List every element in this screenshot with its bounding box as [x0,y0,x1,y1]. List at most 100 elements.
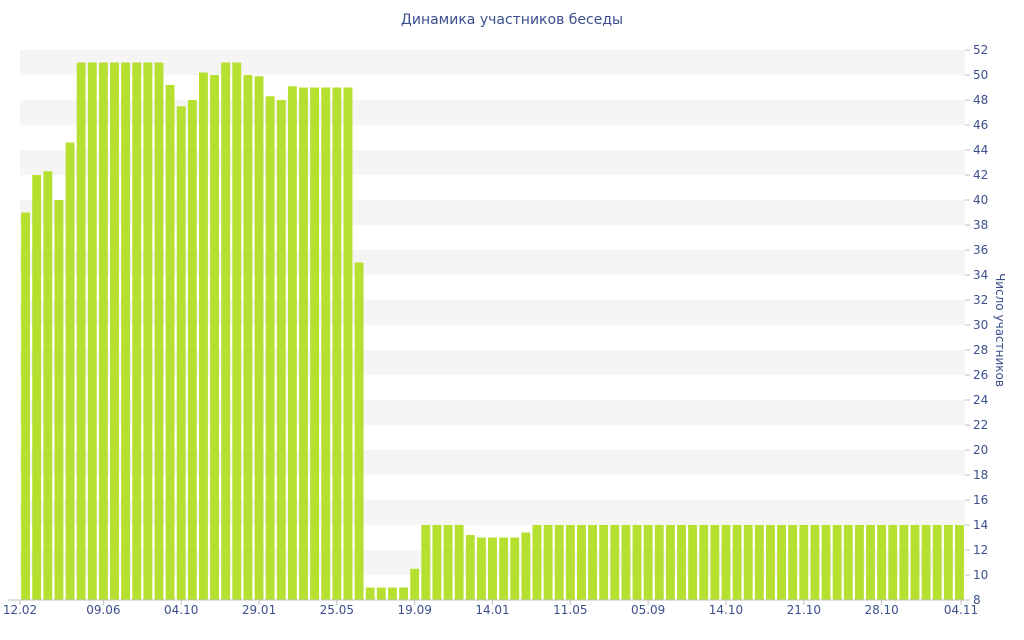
bar[interactable] [610,525,620,600]
bar[interactable] [488,537,497,601]
y-tick-label: 40 [973,193,988,207]
bar[interactable] [410,568,420,600]
bar[interactable] [932,525,942,600]
bar[interactable] [21,212,31,601]
bar[interactable] [888,525,898,600]
bar[interactable] [654,525,664,600]
bar[interactable] [343,87,353,601]
bar[interactable] [65,142,75,601]
bar[interactable] [754,525,764,600]
y-tick-label: 36 [973,243,988,257]
bar[interactable] [810,525,820,600]
bar[interactable] [854,525,864,600]
bar[interactable] [721,525,731,600]
bar[interactable] [632,525,642,600]
bar[interactable] [210,75,220,600]
x-tick-label: 04.10 [164,603,198,617]
bar[interactable] [443,525,453,600]
bar[interactable] [465,535,475,600]
bar[interactable] [743,525,753,600]
bar[interactable] [843,525,853,600]
bar[interactable] [643,525,653,600]
bar[interactable] [432,525,442,600]
bar[interactable] [421,525,431,600]
bar[interactable] [532,525,542,600]
y-tick-label: 18 [973,468,988,482]
bar[interactable] [376,587,386,601]
bar[interactable] [154,62,164,601]
chart-title: Динамика участников беседы [400,12,624,28]
bar[interactable] [121,62,131,601]
y-tick-label: 46 [973,118,988,132]
bar[interactable] [243,75,253,600]
bar[interactable] [732,525,742,600]
bar[interactable] [76,62,86,601]
bar[interactable] [299,87,308,601]
y-tick-label: 20 [973,443,988,457]
x-tick-label: 11.05 [553,603,587,617]
bar[interactable] [143,62,153,601]
bar[interactable] [521,532,531,601]
bar[interactable] [321,87,331,601]
bar[interactable] [476,537,486,601]
bar[interactable] [710,525,720,600]
bar[interactable] [276,100,286,600]
bar[interactable] [688,525,698,600]
bar[interactable] [765,525,775,600]
bar[interactable] [399,587,409,601]
bar[interactable] [921,525,931,600]
bar[interactable] [310,87,320,601]
bar[interactable] [198,72,208,601]
bar[interactable] [799,525,809,600]
y-tick-label: 44 [973,143,988,157]
bar[interactable] [554,525,564,600]
bar[interactable] [599,525,609,600]
bar[interactable] [699,525,709,600]
bar[interactable] [165,85,175,600]
y-tick-label: 42 [973,168,988,182]
bar[interactable] [821,525,831,600]
bar[interactable] [943,525,953,600]
bar[interactable] [910,525,920,600]
bar[interactable] [87,62,97,601]
bar[interactable] [98,62,108,601]
bar[interactable] [387,587,397,601]
x-tick-label: 19.09 [397,603,431,617]
bar[interactable] [677,525,686,600]
bar[interactable] [543,525,553,600]
x-tick-label: 29.01 [242,603,276,617]
x-tick-label: 14.10 [709,603,743,617]
bar[interactable] [899,525,909,600]
y-tick-label: 8 [973,593,981,607]
bar[interactable] [454,525,464,600]
y-tick-label: 48 [973,93,988,107]
bar[interactable] [254,76,264,600]
bar[interactable] [588,525,598,600]
bar[interactable] [499,537,509,601]
bar[interactable] [788,525,798,600]
bar[interactable] [187,100,197,600]
bar[interactable] [43,171,53,600]
bar[interactable] [866,525,875,600]
bar[interactable] [565,525,575,600]
bar[interactable] [877,525,887,600]
bar[interactable] [832,525,842,600]
bar[interactable] [132,62,142,601]
bar[interactable] [621,525,631,600]
bar[interactable] [510,537,520,601]
bar[interactable] [265,96,275,600]
bar[interactable] [332,87,342,601]
bar[interactable] [32,175,42,600]
bar[interactable] [954,525,964,600]
bar[interactable] [354,262,364,601]
bar[interactable] [665,525,675,600]
bar[interactable] [576,525,586,600]
bar[interactable] [287,86,297,600]
bar[interactable] [176,106,186,600]
bar[interactable] [110,62,119,601]
bar[interactable] [232,62,242,601]
bar[interactable] [221,62,231,601]
bar[interactable] [777,525,787,600]
bar[interactable] [365,587,375,601]
bar[interactable] [54,200,64,600]
